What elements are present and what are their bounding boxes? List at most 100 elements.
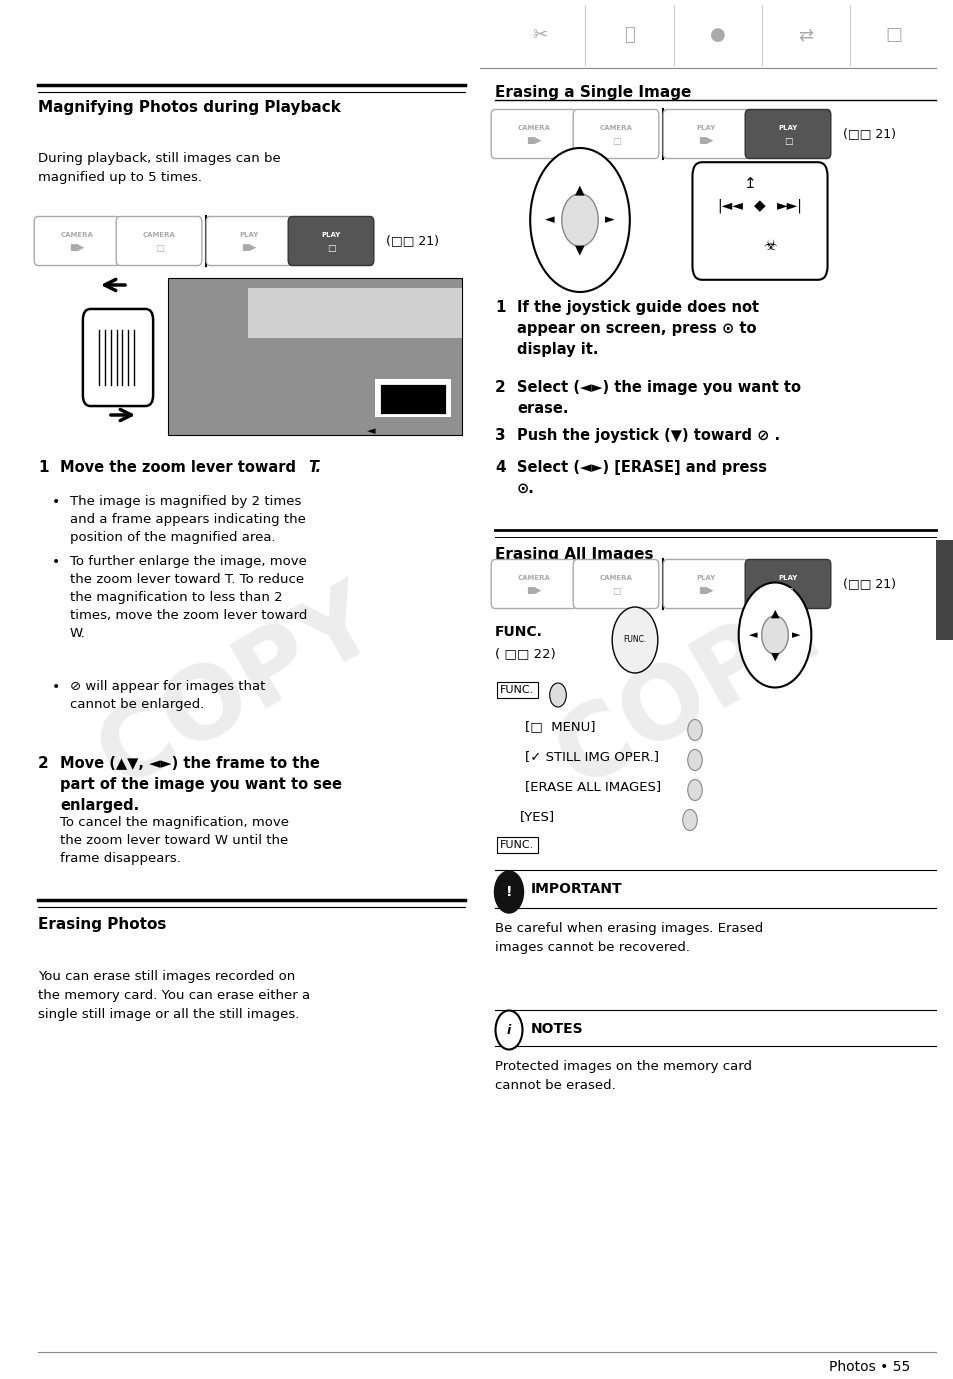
Bar: [248, 288, 461, 338]
Text: FUNC.: FUNC.: [499, 840, 534, 849]
Text: CAMERA: CAMERA: [60, 232, 93, 239]
FancyBboxPatch shape: [83, 309, 153, 405]
Text: ■▶: ■▶: [698, 587, 713, 596]
Text: [ERASE ALL IMAGES]: [ERASE ALL IMAGES]: [524, 781, 660, 793]
Text: •: •: [52, 680, 60, 694]
Text: PLAY: PLAY: [696, 575, 715, 582]
Text: i: i: [506, 1023, 511, 1037]
Circle shape: [682, 809, 697, 830]
Text: Magnifying Photos during Playback: Magnifying Photos during Playback: [38, 101, 340, 114]
Text: T.: T.: [308, 461, 320, 474]
Text: CAMERA: CAMERA: [142, 232, 175, 239]
Text: 2: 2: [495, 381, 505, 394]
Text: 1: 1: [38, 461, 49, 474]
FancyBboxPatch shape: [34, 217, 120, 266]
Circle shape: [561, 193, 598, 247]
Text: ▲: ▲: [575, 183, 584, 197]
Text: •: •: [52, 495, 60, 509]
FancyBboxPatch shape: [491, 109, 577, 159]
Bar: [375, 379, 451, 416]
Circle shape: [687, 750, 701, 771]
Text: □: □: [783, 137, 791, 146]
Text: To cancel the magnification, move
the zoom lever toward W until the
frame disapp: To cancel the magnification, move the zo…: [60, 816, 289, 865]
Text: FUNC.: FUNC.: [499, 685, 534, 695]
Text: ◆: ◆: [753, 199, 765, 214]
Text: CAMERA: CAMERA: [598, 575, 632, 582]
Text: CAMERA: CAMERA: [598, 125, 632, 131]
Text: Protected images on the memory card
cannot be erased.: Protected images on the memory card cann…: [495, 1060, 751, 1092]
Text: (□□ 21): (□□ 21): [842, 578, 895, 590]
Text: ■▶: ■▶: [526, 137, 541, 146]
FancyBboxPatch shape: [692, 163, 826, 280]
Text: ■▶: ■▶: [70, 244, 85, 254]
Text: During playback, still images can be
magnified up to 5 times.: During playback, still images can be mag…: [38, 152, 280, 183]
Text: Move (▲▼, ◄►) the frame to the
part of the image you want to see
enlarged.: Move (▲▼, ◄►) the frame to the part of t…: [60, 756, 341, 814]
Text: CAMERA: CAMERA: [517, 125, 550, 131]
Bar: [168, 279, 461, 434]
Text: □: □: [154, 244, 163, 254]
Text: 3: 3: [495, 427, 505, 443]
Circle shape: [530, 148, 629, 292]
FancyBboxPatch shape: [744, 109, 830, 159]
Text: □: □: [783, 587, 791, 596]
Text: Move the zoom lever toward: Move the zoom lever toward: [60, 461, 301, 474]
FancyBboxPatch shape: [744, 560, 830, 608]
Text: ☣: ☣: [762, 239, 776, 254]
Text: Photos • 55: Photos • 55: [828, 1360, 909, 1373]
Circle shape: [494, 872, 523, 913]
Text: □: □: [327, 244, 335, 254]
Text: ▼: ▼: [575, 243, 584, 256]
Text: Be careful when erasing images. Erased
images cannot be recovered.: Be careful when erasing images. Erased i…: [495, 923, 762, 954]
Text: ▲: ▲: [770, 608, 779, 618]
Text: ■▶: ■▶: [241, 244, 256, 254]
Text: PLAY: PLAY: [696, 125, 715, 131]
Circle shape: [687, 720, 701, 741]
Text: COPY: COPY: [540, 571, 851, 808]
Text: [YES]: [YES]: [519, 809, 555, 823]
Text: ■▶: ■▶: [698, 137, 713, 146]
Circle shape: [549, 683, 566, 707]
Text: 📷: 📷: [624, 26, 635, 44]
FancyBboxPatch shape: [662, 109, 748, 159]
Text: ⊘ will appear for images that
cannot be enlarged.: ⊘ will appear for images that cannot be …: [70, 680, 265, 712]
Text: |◄◄: |◄◄: [717, 199, 742, 214]
Text: [□  MENU]: [□ MENU]: [524, 720, 595, 734]
Text: ( □□ 22): ( □□ 22): [495, 647, 556, 661]
Text: Erasing All Images: Erasing All Images: [495, 547, 653, 563]
FancyBboxPatch shape: [573, 560, 659, 608]
Text: The image is magnified by 2 times
and a frame appears indicating the
position of: The image is magnified by 2 times and a …: [70, 495, 306, 543]
Text: To further enlarge the image, move
the zoom lever toward T. To reduce
the magnif: To further enlarge the image, move the z…: [70, 554, 307, 640]
Text: ↥: ↥: [742, 175, 756, 190]
Circle shape: [760, 616, 787, 654]
Text: Select (◄►) [ERASE] and press
⊙.: Select (◄►) [ERASE] and press ⊙.: [517, 461, 766, 496]
Text: CAMERA: CAMERA: [517, 575, 550, 582]
Text: ►►|: ►►|: [777, 199, 802, 214]
Text: PLAY: PLAY: [321, 232, 340, 239]
Text: •: •: [52, 554, 60, 570]
Circle shape: [612, 607, 658, 673]
Text: □: □: [884, 26, 902, 44]
FancyBboxPatch shape: [662, 560, 748, 608]
Text: FUNC.: FUNC.: [622, 636, 646, 644]
Text: ►: ►: [792, 630, 801, 640]
Text: Erasing Photos: Erasing Photos: [38, 917, 166, 932]
Text: ►: ►: [604, 214, 614, 226]
Text: ◄: ◄: [366, 426, 375, 436]
Bar: [935, 541, 953, 640]
Text: ⇄: ⇄: [798, 26, 813, 44]
Circle shape: [738, 582, 810, 688]
Text: (□□ 21): (□□ 21): [842, 127, 895, 141]
Text: You can erase still images recorded on
the memory card. You can erase either a
s: You can erase still images recorded on t…: [38, 969, 310, 1020]
Text: COPY: COPY: [83, 571, 394, 808]
Text: Select (◄►) the image you want to
erase.: Select (◄►) the image you want to erase.: [517, 381, 801, 416]
Text: ✂: ✂: [532, 26, 547, 44]
Text: □: □: [611, 587, 619, 596]
FancyBboxPatch shape: [116, 217, 202, 266]
Circle shape: [687, 779, 701, 800]
FancyBboxPatch shape: [573, 109, 659, 159]
Text: 1: 1: [495, 301, 505, 314]
Text: (□□ 21): (□□ 21): [386, 234, 438, 247]
Text: Erasing a Single Image: Erasing a Single Image: [495, 85, 691, 101]
Text: ■▶: ■▶: [526, 587, 541, 596]
Text: PLAY: PLAY: [239, 232, 258, 239]
